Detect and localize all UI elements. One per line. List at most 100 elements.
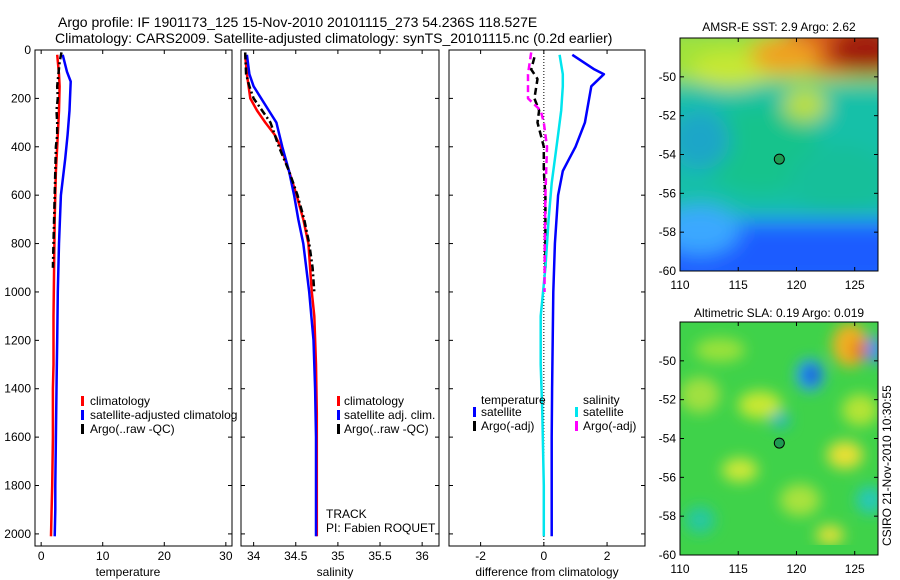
x-tick-label: 35 xyxy=(331,549,345,563)
footer-timestamp: CSIRO 21-Nov-2010 10:30:55 xyxy=(880,385,894,546)
map-x-tick-label: 125 xyxy=(845,278,865,292)
figure-title-line-2: Climatology: CARS2009. Satellite-adjuste… xyxy=(55,30,612,46)
y-tick-label: 1800 xyxy=(4,479,31,493)
legend-label-argo: Argo(..raw -QC) xyxy=(344,422,429,436)
figure-title-line-1: Argo profile: IF 1901173_125 15-Nov-2010… xyxy=(58,14,537,30)
y-tick-label: 400 xyxy=(11,140,31,154)
difference-panel: -2 0 2 difference from climatology tempera… xyxy=(448,49,646,579)
sst-map-panel: AMSR-E SST: 2.9 Argo: 2.62 110 115 120 125 -… xyxy=(659,20,879,292)
x-tick-label: 0 xyxy=(38,549,45,563)
sla-map-panel: Altimetric SLA: 0.19 Argo: 0.019 xyxy=(659,306,879,576)
temperature-depth-ticks: 0 200 400 600 800 1000 1200 1400 1600 1800 2000 xyxy=(4,43,232,541)
map-y-tick-label: -60 xyxy=(659,548,677,562)
legend-swatch-sal-argo xyxy=(575,421,578,431)
temperature-panel: 0 200 400 600 800 1000 1200 1400 1600 1800 2000 0 1… xyxy=(4,43,237,579)
map-y-tick-label: -56 xyxy=(659,470,677,484)
map-x-tick-label: 110 xyxy=(670,562,689,576)
legend-label-temp-satellite: satellite xyxy=(481,405,522,419)
x-tick-label: 34 xyxy=(247,549,261,563)
x-tick-label: 36 xyxy=(415,549,429,563)
x-tick-label: 10 xyxy=(96,549,110,563)
map-x-tick-label: 115 xyxy=(729,278,748,292)
temperature-legend: climatology satellite-adjusted climatolo… xyxy=(81,394,237,436)
difference-x-ticks: -2 0 2 xyxy=(475,50,611,563)
legend-swatch-argo xyxy=(337,424,340,434)
series-line-satellite xyxy=(550,53,606,537)
series-line-satellite xyxy=(539,54,565,537)
legend-swatch-satellite-adjusted xyxy=(81,410,84,420)
x-tick-label: 34.5 xyxy=(284,549,308,563)
map-y-tick-label: -58 xyxy=(659,225,677,239)
salinity-legend: climatology satellite adj. clim. Argo(..… xyxy=(337,394,435,436)
map-y-tick-label: -52 xyxy=(659,393,677,407)
legend-heading-temperature: temperature xyxy=(481,393,546,407)
legend-label-satellite-adjusted: satellite-adjusted climatolog xyxy=(90,408,237,422)
y-tick-label: 800 xyxy=(11,237,31,251)
y-tick-label: 1200 xyxy=(4,333,31,347)
x-tick-label: 2 xyxy=(604,549,611,563)
y-tick-label: 200 xyxy=(11,91,31,105)
series-line-argo-adj xyxy=(526,52,549,293)
legend-label-climatology: climatology xyxy=(344,394,404,408)
map-y-tick-label: -50 xyxy=(659,70,677,84)
legend-swatch-temp-satellite xyxy=(473,407,476,417)
salinity-series xyxy=(243,52,319,537)
legend-label-sal-argo: Argo(-adj) xyxy=(583,419,636,433)
map-x-tick-label: 115 xyxy=(729,562,748,576)
salinity-depth-ticks xyxy=(241,49,439,535)
salinity-axis-label: salinity xyxy=(317,565,354,579)
sla-map-ticks: 110 115 120 125 -50 -52 -54 -56 -58 -60 xyxy=(659,322,878,576)
difference-axis-label: difference from climatology xyxy=(475,565,618,579)
temperature-axis-label: temperature xyxy=(96,565,161,579)
legend-swatch-temp-argo xyxy=(473,421,476,431)
map-y-tick-label: -58 xyxy=(659,509,677,523)
legend-label-temp-argo: Argo(-adj) xyxy=(481,419,534,433)
map-y-tick-label: -54 xyxy=(659,432,677,446)
temperature-axes-frame xyxy=(34,49,233,547)
legend-label-sal-satellite: satellite xyxy=(583,405,624,419)
sst-map-title: AMSR-E SST: 2.9 Argo: 2.62 xyxy=(702,20,856,34)
map-x-tick-label: 110 xyxy=(670,278,689,292)
difference-series xyxy=(526,52,606,537)
y-tick-label: 1000 xyxy=(4,285,31,299)
y-tick-label: 600 xyxy=(11,188,31,202)
legend-swatch-climatology xyxy=(337,396,340,406)
difference-depth-ticks xyxy=(449,49,645,535)
series-line-argo-raw-qc xyxy=(51,52,63,268)
y-tick-label: 2000 xyxy=(4,527,31,541)
map-y-tick-label: -52 xyxy=(659,109,677,123)
map-x-tick-label: 125 xyxy=(845,562,865,576)
x-tick-label: 0 xyxy=(540,549,547,563)
map-x-tick-label: 120 xyxy=(786,278,806,292)
legend-label-climatology: climatology xyxy=(90,394,150,408)
legend-swatch-argo xyxy=(81,424,84,434)
temperature-x-ticks: 0 10 20 30 xyxy=(38,50,233,563)
sla-field xyxy=(680,323,878,545)
y-tick-label: 0 xyxy=(24,43,31,57)
legend-swatch-sal-satellite xyxy=(575,407,578,417)
x-tick-label: 35.5 xyxy=(368,549,392,563)
sst-field xyxy=(680,38,878,271)
series-line-satellite-adj-clim xyxy=(245,54,318,537)
salinity-panel: 34 34.5 35 35.5 36 salinity climatology sate… xyxy=(240,49,440,579)
temperature-series xyxy=(49,52,72,537)
argo-location-marker xyxy=(773,437,785,449)
x-tick-label: 20 xyxy=(158,549,172,563)
series-line-argo-raw-qc xyxy=(243,52,316,293)
map-y-tick-label: -60 xyxy=(659,264,677,278)
series-line-argo-adj xyxy=(529,56,547,268)
map-y-tick-label: -50 xyxy=(659,354,677,368)
sla-map-title: Altimetric SLA: 0.19 Argo: 0.019 xyxy=(694,306,864,320)
legend-swatch-climatology xyxy=(81,396,84,406)
y-tick-label: 1600 xyxy=(4,430,31,444)
y-tick-label: 1400 xyxy=(4,382,31,396)
series-line-satellite-adjusted-climatolog xyxy=(53,54,72,537)
salinity-x-ticks: 34 34.5 35 35.5 36 xyxy=(247,50,429,563)
map-x-tick-label: 120 xyxy=(786,562,806,576)
legend-label-argo: Argo(..raw -QC) xyxy=(90,422,175,436)
argo-location-marker xyxy=(773,153,785,165)
map-y-tick-label: -54 xyxy=(659,148,677,162)
difference-axes-frame xyxy=(448,49,646,547)
difference-legend: temperature satellite Argo(-adj) salinit… xyxy=(473,393,636,433)
